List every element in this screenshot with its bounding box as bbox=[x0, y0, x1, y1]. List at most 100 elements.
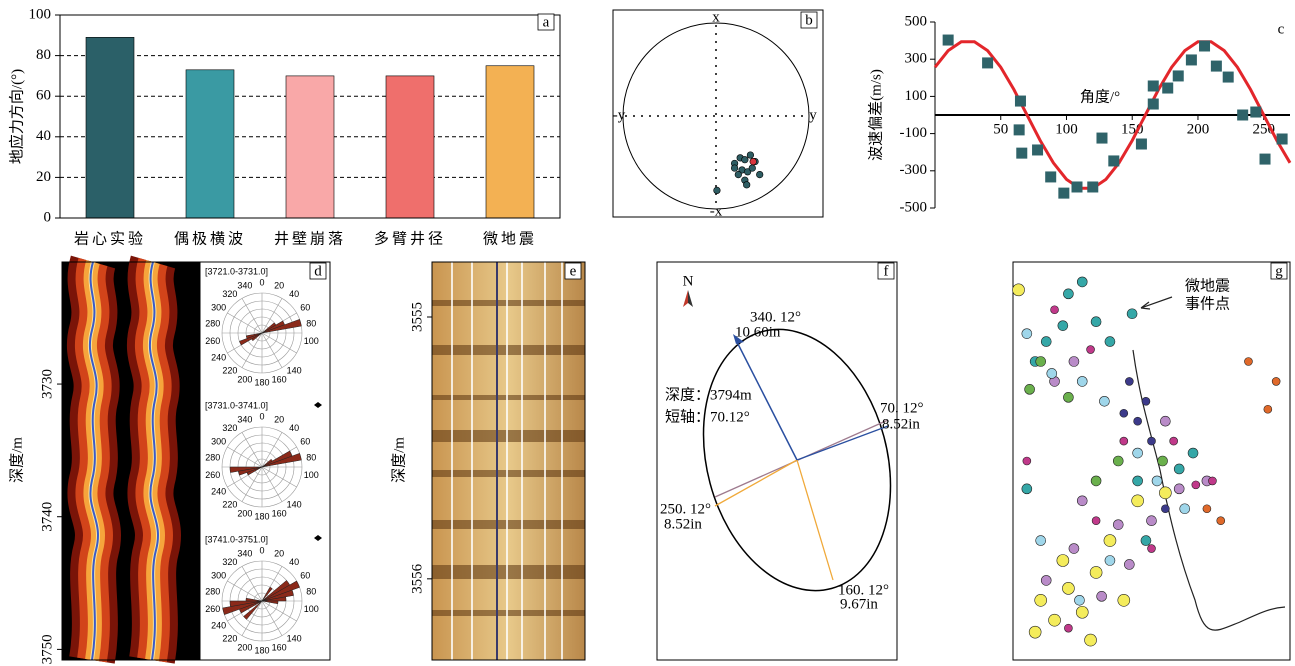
panel-label: a bbox=[543, 14, 550, 30]
data-point bbox=[1199, 40, 1211, 52]
data-point bbox=[746, 151, 755, 159]
data-point bbox=[734, 170, 742, 179]
rose-angle-label: 100 bbox=[304, 336, 319, 346]
rose-petal bbox=[239, 332, 263, 346]
event-point bbox=[1179, 503, 1191, 515]
data-point bbox=[1222, 71, 1234, 83]
event-point bbox=[1169, 436, 1178, 446]
data-point bbox=[1108, 155, 1120, 167]
rose-petal bbox=[261, 589, 294, 602]
event-point bbox=[1103, 534, 1117, 547]
data-point bbox=[743, 181, 751, 189]
rose-petal bbox=[261, 600, 279, 605]
well-trajectory bbox=[1132, 296, 1286, 631]
stereonet-circle bbox=[622, 22, 810, 210]
event-point bbox=[1147, 436, 1156, 446]
event-point bbox=[1086, 345, 1095, 354]
panel-label-box bbox=[564, 262, 582, 280]
event-point bbox=[1112, 455, 1124, 467]
bar bbox=[385, 75, 435, 219]
rose-spoke bbox=[241, 332, 263, 368]
data-point bbox=[1185, 54, 1197, 66]
data-point bbox=[1210, 60, 1222, 72]
panel-label: e bbox=[570, 263, 577, 279]
rose-angle-label: 80 bbox=[306, 587, 316, 597]
event-point bbox=[1159, 486, 1172, 500]
event-point bbox=[1035, 356, 1046, 367]
rose-angle-label: 80 bbox=[306, 319, 316, 329]
event-point bbox=[1124, 559, 1135, 570]
data-point bbox=[1013, 124, 1025, 136]
rose-angle-label: 180 bbox=[254, 645, 269, 655]
axis-label: -y bbox=[613, 107, 626, 123]
data-point bbox=[942, 34, 954, 46]
data-point bbox=[1172, 70, 1184, 82]
rose-angle-label: 180 bbox=[254, 377, 269, 387]
event-point bbox=[1117, 593, 1131, 607]
rose-angle-label: 280 bbox=[205, 319, 220, 329]
rose-angle-label: 300 bbox=[211, 570, 226, 580]
rose-angle-label: 340 bbox=[237, 548, 252, 558]
event-point bbox=[1068, 356, 1080, 367]
rose-title: [3741.0-3751.0] bbox=[205, 534, 268, 544]
rose-spoke bbox=[241, 466, 263, 502]
event-point bbox=[1132, 447, 1143, 459]
event-point bbox=[1084, 633, 1097, 647]
rose-angle-label: 160 bbox=[272, 374, 287, 384]
data-point bbox=[1071, 181, 1083, 193]
event-point bbox=[1076, 376, 1088, 387]
y-tick-label: 80 bbox=[36, 47, 51, 63]
event-point bbox=[1040, 575, 1052, 586]
data-point bbox=[748, 164, 756, 172]
event-point bbox=[1022, 456, 1032, 466]
y-tick-label: 20 bbox=[36, 169, 51, 185]
panel-frame bbox=[656, 261, 898, 661]
panel-frame bbox=[61, 261, 331, 661]
rose-angle-label: 20 bbox=[274, 414, 284, 424]
y-tick-label: -300 bbox=[900, 162, 928, 178]
annotation: 70. 12° bbox=[880, 400, 924, 416]
bar bbox=[185, 69, 235, 219]
event-point bbox=[1244, 357, 1253, 366]
annotation: 深度：3794m bbox=[665, 386, 752, 403]
data-point bbox=[713, 186, 721, 194]
event-point bbox=[1104, 555, 1116, 566]
y-tick-label: 3730 bbox=[39, 369, 55, 399]
rose-angle-label: 300 bbox=[211, 436, 226, 446]
event-point bbox=[1133, 416, 1142, 426]
data-point bbox=[1276, 133, 1288, 145]
bar bbox=[485, 65, 535, 219]
bar bbox=[85, 37, 135, 219]
event-point bbox=[1028, 625, 1042, 639]
event-point bbox=[1064, 623, 1073, 633]
axis-label: x bbox=[712, 9, 720, 25]
event-point bbox=[1034, 593, 1047, 607]
rose-angle-label: 220 bbox=[222, 500, 237, 510]
rose-angle-label: 60 bbox=[300, 570, 310, 580]
rose-spoke bbox=[261, 332, 283, 368]
event-point bbox=[1216, 516, 1226, 526]
rose-angle-label: 20 bbox=[274, 280, 284, 290]
x-tick-label: 井壁崩落 bbox=[274, 230, 346, 247]
rose-petal bbox=[261, 596, 287, 602]
rose-angle-label: 220 bbox=[222, 634, 237, 644]
y-tick-label: 100 bbox=[29, 6, 52, 22]
rose-spoke bbox=[227, 580, 263, 602]
rose-angle-label: 320 bbox=[222, 557, 237, 567]
x-tick-label: 200 bbox=[1187, 121, 1210, 137]
panel-label: f bbox=[884, 263, 889, 279]
annotation: 160. 12° bbox=[838, 582, 889, 598]
rose-angle-label: 160 bbox=[272, 508, 287, 518]
event-point bbox=[1119, 408, 1129, 418]
event-point bbox=[1091, 516, 1101, 526]
event-point bbox=[1151, 475, 1163, 487]
rose-petal bbox=[245, 597, 263, 602]
data-point bbox=[744, 168, 752, 176]
rose-angle-label: 40 bbox=[289, 423, 299, 433]
event-point bbox=[1173, 483, 1185, 495]
rose-spoke bbox=[261, 466, 297, 488]
rose-angle-label: 180 bbox=[254, 511, 269, 521]
event-point bbox=[1048, 613, 1061, 627]
event-point bbox=[1119, 436, 1129, 446]
panel-frame bbox=[431, 261, 586, 661]
